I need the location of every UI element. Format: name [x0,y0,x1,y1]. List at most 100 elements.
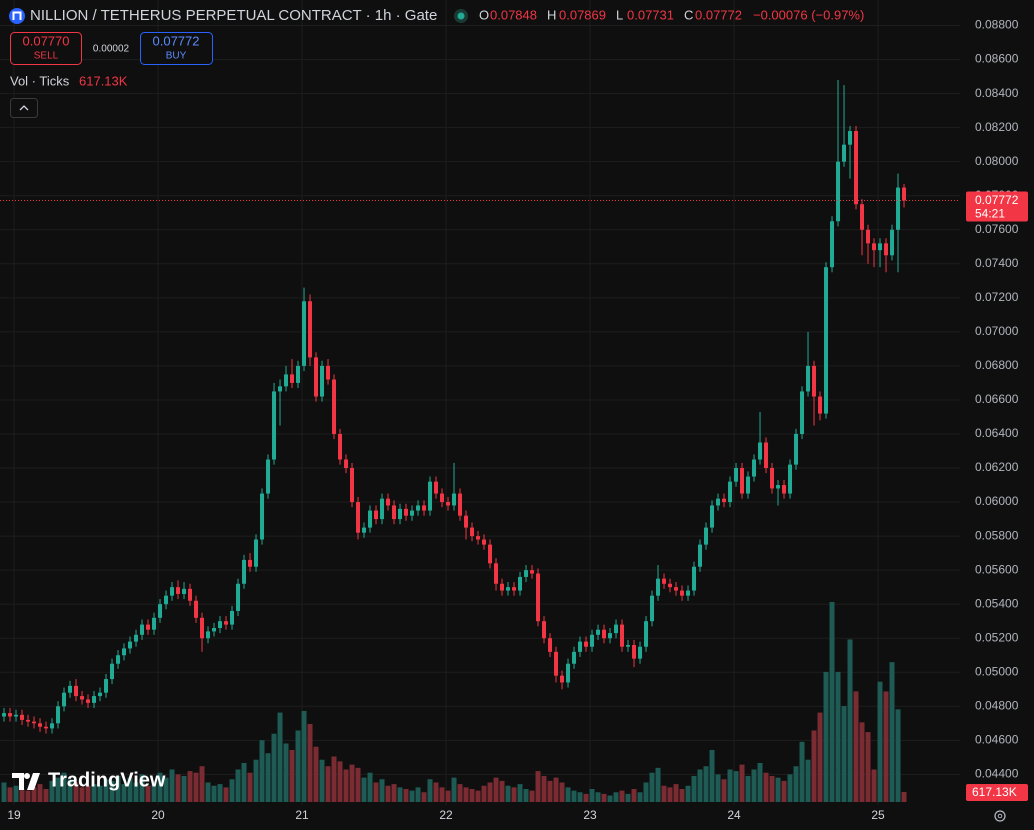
volume-bar [739,764,745,802]
volume-bar [775,777,781,802]
volume-bar [619,790,625,802]
volume-bar [397,787,403,802]
candle-body [104,679,109,693]
y-tick-label: 0.07200 [975,290,1019,304]
volume-bar [271,733,277,802]
change: −0.00076 (−0.97%) [753,7,864,22]
volume-bar [625,793,631,802]
candle-body [656,578,661,596]
x-tick-label: 22 [439,808,453,822]
candle-body [434,481,439,494]
volume-bar [733,771,739,802]
volume-bar [901,791,907,802]
candle-body [14,714,19,717]
volume-bar [595,792,601,802]
volume-bar [61,772,67,802]
y-tick-label: 0.05200 [975,630,1019,644]
candle-body [182,588,187,594]
volume-bar [523,788,529,802]
candle-body [302,301,307,366]
volume-bar [349,764,355,802]
price-tag-value: 0.07772 [975,193,1019,207]
volume-bar [487,782,493,802]
y-tick-label: 0.07400 [975,256,1019,270]
volume-bar [169,769,175,802]
candle-body [854,131,859,205]
candle-body [296,365,301,383]
candle-body [860,204,865,230]
x-tick-label: 21 [295,808,309,822]
x-tick-label: 20 [151,808,165,822]
y-tick-label: 0.04600 [975,732,1019,746]
volume-bar [475,790,481,802]
buy-button[interactable] [140,32,213,65]
volume-bar [31,787,37,802]
candle-body [842,144,847,162]
volume-bar [19,788,25,802]
volume-bar [895,709,901,802]
volume-bar [319,759,325,802]
volume-bar [829,602,835,802]
candle-body [320,365,325,397]
volume-bar [241,762,247,802]
volume-bar [139,774,145,802]
candle-body [200,617,205,639]
volume-bar [361,777,367,802]
volume-bar [643,782,649,802]
settings-icon[interactable] [994,810,1006,822]
settings-icon-center [997,813,1003,819]
volume-bar [427,779,433,802]
candle-body [458,493,463,516]
collapse-button[interactable] [10,98,38,118]
candle-body [374,510,379,520]
candle-body [572,651,577,664]
volume-bar [571,790,577,802]
volume-bar [157,772,163,802]
candle-body [494,563,499,584]
candle-body [428,481,433,511]
volume-bar [847,639,853,802]
volume-bar [613,792,619,802]
volume-bar [217,784,223,802]
candle-body [590,634,595,647]
sell-button[interactable] [10,32,82,65]
open-value: 0.07848 [490,7,537,22]
volume-bar [703,766,709,802]
candle-body [446,502,451,506]
volume-bar [343,769,349,802]
volume-bar [637,792,643,802]
volume-bar [577,792,583,802]
candle-body [470,527,475,537]
candle-body [512,587,517,591]
y-tick-label: 0.08000 [975,154,1019,168]
candle-body [386,498,391,506]
candle-body [56,706,61,724]
volume-title: Vol · Ticks [10,73,70,88]
volume-bar [457,784,463,802]
candle-body [506,587,511,591]
candle-body [866,229,871,244]
candle-body [662,578,667,584]
candle-body [674,587,679,591]
candle-body [44,726,49,729]
volume-bar [865,732,871,802]
volume-bar [103,779,109,802]
candle-body [632,645,637,659]
candle-body [890,229,895,256]
volume-bar [817,712,823,802]
candle-body [692,566,697,591]
volume-bar [223,787,229,802]
volume-tag [966,784,1028,801]
candle-body [602,629,607,639]
candle-body [638,646,643,659]
candle-body [26,719,31,722]
volume-bar [145,785,151,802]
volume-bar [553,777,559,802]
volume-bar [97,785,103,802]
volume-bar [559,782,565,802]
volume-bar [499,780,505,802]
volume-bar [709,749,715,802]
candle-body [800,391,805,434]
volume-bar [403,788,409,802]
